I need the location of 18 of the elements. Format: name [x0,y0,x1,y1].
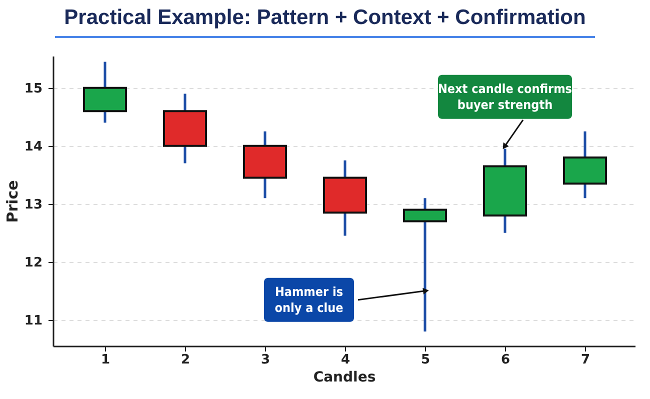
y-tick-label: 11 [24,313,42,328]
y-axis-title: Price [3,180,22,223]
x-tick-label: 7 [580,352,590,368]
x-tick-label: 4 [340,352,350,368]
annotation: Hammer is only a clue [274,284,344,315]
x-tick-label: 3 [260,352,270,368]
x-tick-label: 1 [100,352,110,368]
y-tick-label: 14 [24,139,42,154]
annotation: Next candle confirms buyer strength [438,80,572,112]
x-tick-label: 6 [500,352,510,368]
y-tick-label: 13 [24,197,42,212]
y-tick-label: 15 [24,81,42,96]
chart-title: Practical Example: Pattern + Context + Confirmation [55,6,595,38]
x-tick-label: 5 [420,352,430,368]
x-tick-label: 2 [180,352,190,368]
y-tick-label: 12 [24,255,42,270]
candlestick [403,196,447,333]
x-axis-title: Candles [313,370,376,386]
